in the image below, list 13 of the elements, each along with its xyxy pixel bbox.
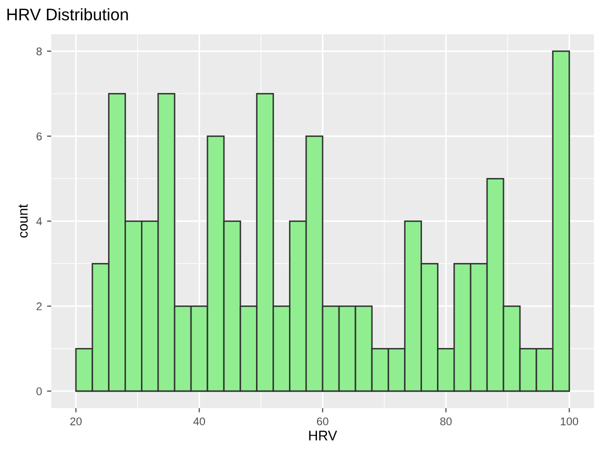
x-tick-label: 80	[440, 417, 452, 426]
y-tick-label: 4	[36, 218, 42, 226]
x-axis-title: HRV	[309, 430, 338, 440]
y-axis-title: count	[18, 204, 28, 238]
x-tick-label: 60	[316, 417, 328, 426]
x-tick-label: 40	[193, 417, 206, 426]
y-tick-label: 8	[36, 47, 42, 56]
y-tick-label: 0	[36, 387, 42, 396]
y-tick-label: 6	[36, 132, 42, 140]
x-tick-label: 20	[70, 417, 82, 426]
x-tick-label: 100	[560, 417, 578, 426]
y-tick-label: 2	[36, 302, 42, 310]
chart-title: HRV Distribution	[7, 8, 128, 20]
